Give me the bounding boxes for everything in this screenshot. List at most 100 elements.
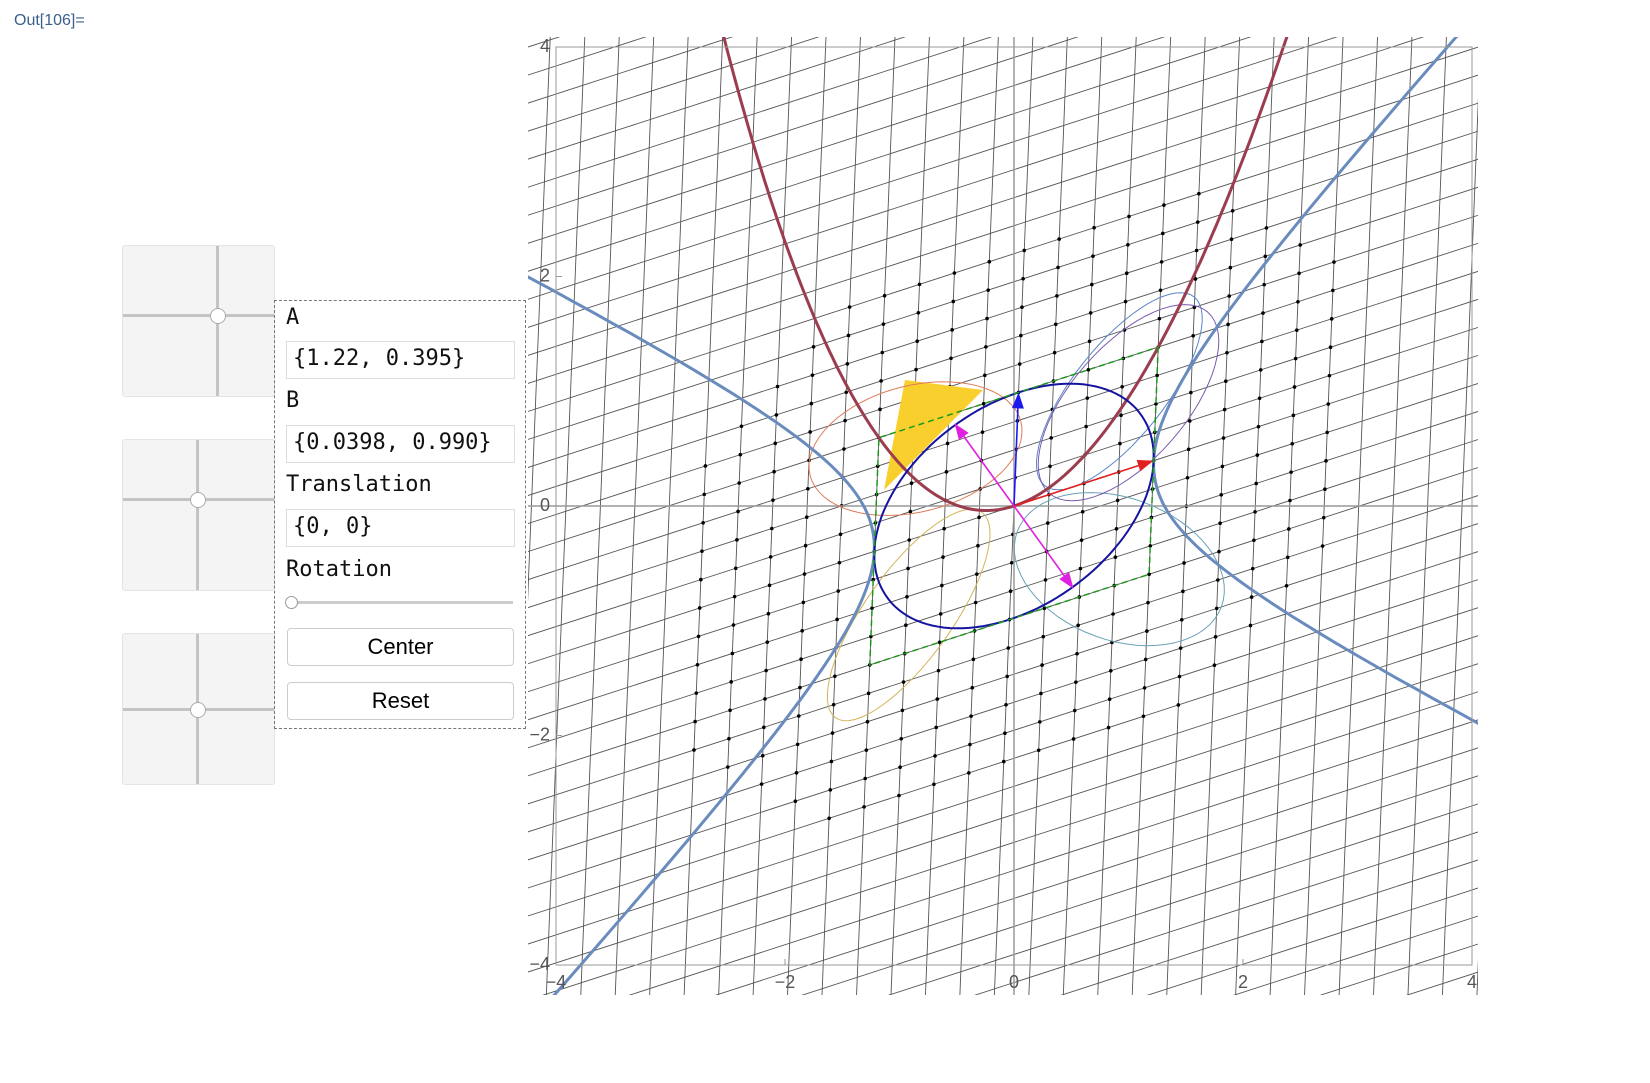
lattice-dot [938, 612, 943, 616]
lattice-dot [982, 373, 987, 378]
lattice-dot [730, 651, 735, 656]
hyperbola [528, 275, 876, 995]
grid-line [528, 37, 734, 104]
lattice-dot [793, 799, 798, 803]
lattice-dot [1230, 209, 1235, 213]
lattice-dot [1017, 362, 1022, 366]
lattice-dot [984, 345, 988, 349]
lattice-dot [899, 736, 904, 741]
lattice-dot [1158, 288, 1163, 293]
control-panel: A {1.22, 0.395} B {0.0398, 0.990} Transl… [274, 300, 526, 729]
lattice-dot [1127, 214, 1131, 219]
grid-line [528, 607, 1478, 917]
grid-line [683, 37, 724, 995]
grid-line [628, 719, 1478, 995]
y-tick-label: −4 [529, 954, 550, 974]
input-field[interactable]: {0.0398, 0.990} [286, 425, 515, 463]
lattice-dot [1020, 305, 1024, 309]
lattice-dot [1053, 322, 1058, 327]
lattice-dot [828, 788, 833, 792]
input-field[interactable]: {0, 0} [286, 509, 515, 547]
lattice-dot [1092, 225, 1096, 230]
grid-line [1501, 0, 1574, 1083]
lattice-dot [985, 316, 989, 321]
lattice-dot [987, 259, 992, 264]
lattice-dot [1285, 555, 1290, 560]
lattice-dot [732, 594, 737, 599]
lattice-dot [974, 572, 979, 576]
lattice-dot [799, 657, 803, 661]
lattice-dot [973, 600, 978, 605]
lattice-dot [967, 771, 971, 775]
lattice-dot [1004, 703, 1008, 707]
lattice-dot [1107, 697, 1112, 702]
lattice-dot [1057, 237, 1061, 241]
lattice-dot [1055, 294, 1059, 298]
lattice-dot [906, 566, 910, 571]
lattice-dot [1185, 475, 1190, 480]
lattice-dot [863, 776, 867, 781]
xy-pad[interactable] [122, 633, 275, 785]
lattice-dot [916, 310, 921, 315]
grid-line [314, 0, 387, 1083]
lattice-dot [1147, 572, 1151, 577]
lattice-dot [917, 282, 922, 287]
lattice-dot [1091, 254, 1095, 258]
lattice-dot [1249, 595, 1254, 599]
grid-line [209, 0, 282, 1083]
lattice-dot [1258, 368, 1263, 372]
lattice-dot [878, 407, 882, 412]
lattice-dot [1052, 350, 1057, 355]
input-field[interactable]: {1.22, 0.395} [286, 341, 515, 379]
x-tick-label: 0 [1009, 972, 1019, 992]
lattice-dot [766, 611, 771, 616]
grid-line [528, 298, 1478, 609]
rotation-slider[interactable] [285, 596, 513, 609]
lattice-dot [1255, 453, 1260, 457]
lattice-dot [1085, 396, 1090, 400]
grid-line [528, 37, 551, 603]
lattice-dot [1290, 441, 1295, 446]
ellipse [1013, 492, 1225, 647]
grid-line [528, 214, 1478, 525]
grid-line [528, 37, 561, 48]
grid-line [528, 439, 1478, 749]
lattice-dot [765, 640, 770, 644]
lattice-dot [882, 293, 887, 298]
lattice-dot [1222, 407, 1227, 412]
lattice-dot [1331, 288, 1335, 293]
lattice-dot [771, 498, 775, 502]
lattice-dot [1228, 265, 1233, 270]
lattice-dot [881, 322, 886, 326]
grid-line [787, 37, 827, 995]
lattice-dot [897, 793, 901, 798]
label: Rotation [286, 557, 392, 582]
center-button[interactable]: Center [287, 628, 514, 666]
lattice-dot [1106, 725, 1111, 730]
lattice-dot [942, 526, 946, 531]
lattice-dot [737, 481, 741, 485]
lattice-dot [695, 662, 700, 667]
lattice-dot [1254, 481, 1258, 486]
lattice-dot [1043, 578, 1048, 582]
grid-line [349, 0, 422, 1083]
lattice-dot [870, 606, 874, 610]
lattice-dot [915, 339, 920, 343]
lattice-dot [952, 271, 957, 275]
lattice-dot [1195, 220, 1200, 224]
grid-line [528, 411, 1478, 721]
lattice-dot [862, 805, 866, 809]
reset-button[interactable]: Reset [287, 682, 514, 720]
lattice-dot [879, 379, 883, 383]
lattice-dot [1088, 311, 1093, 315]
lattice-dot [801, 600, 806, 605]
lattice-dot [1143, 657, 1148, 662]
xy-pad[interactable] [122, 439, 275, 591]
lattice-dot [1048, 464, 1052, 469]
lattice-dot [1332, 260, 1336, 264]
lattice-dot [829, 759, 834, 764]
lattice-dot [701, 520, 705, 525]
lattice-dot [976, 543, 980, 548]
grid-line [139, 0, 212, 1083]
lattice-dot [907, 538, 912, 542]
